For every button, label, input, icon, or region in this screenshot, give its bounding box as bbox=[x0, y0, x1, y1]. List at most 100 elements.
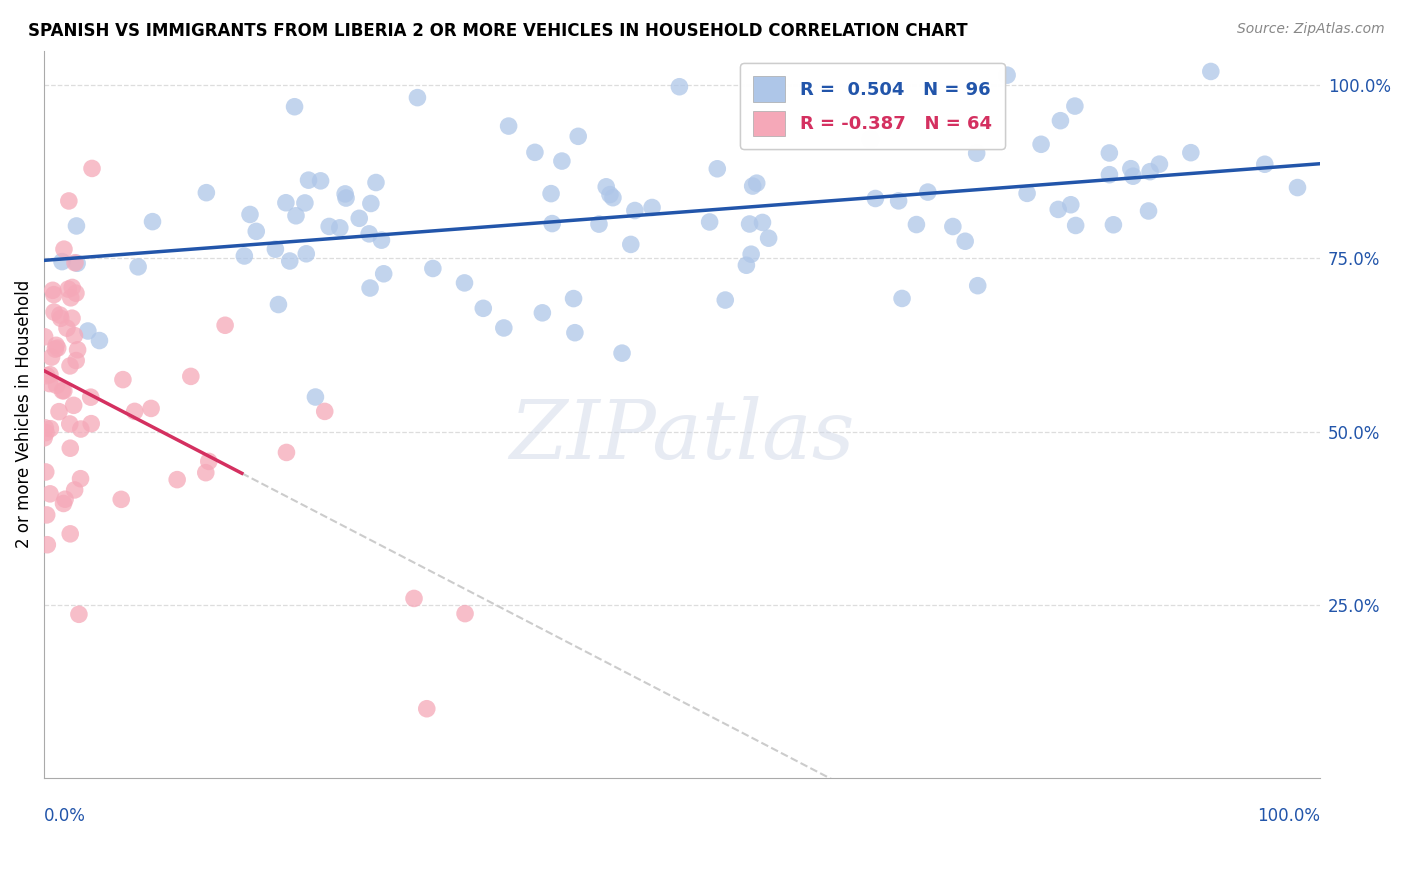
Point bbox=[859, 132, 882, 146]
Point bbox=[60, 280, 83, 294]
Point bbox=[294, 196, 316, 211]
Point bbox=[59, 417, 82, 431]
Point bbox=[492, 321, 515, 335]
Point bbox=[42, 287, 65, 301]
Point bbox=[39, 368, 62, 382]
Point bbox=[562, 292, 585, 306]
Point bbox=[318, 219, 340, 234]
Point bbox=[891, 292, 914, 306]
Point bbox=[1119, 161, 1142, 176]
Point bbox=[34, 421, 56, 435]
Point bbox=[359, 227, 381, 241]
Point bbox=[89, 334, 111, 348]
Point bbox=[602, 191, 624, 205]
Text: 0.0%: 0.0% bbox=[44, 807, 86, 825]
Point bbox=[335, 191, 357, 205]
Point bbox=[309, 174, 332, 188]
Point bbox=[35, 508, 58, 522]
Point bbox=[1098, 145, 1121, 160]
Point bbox=[567, 129, 589, 144]
Point bbox=[1017, 186, 1039, 201]
Point bbox=[541, 217, 564, 231]
Point bbox=[610, 346, 633, 360]
Point bbox=[80, 390, 103, 404]
Point bbox=[1286, 180, 1309, 194]
Point bbox=[624, 203, 647, 218]
Point bbox=[751, 215, 773, 229]
Point bbox=[214, 318, 236, 333]
Point bbox=[63, 483, 86, 497]
Point bbox=[406, 90, 429, 104]
Point bbox=[60, 311, 83, 326]
Point bbox=[52, 384, 75, 398]
Point bbox=[67, 607, 90, 622]
Point bbox=[35, 465, 58, 479]
Point bbox=[195, 186, 218, 200]
Point bbox=[1102, 218, 1125, 232]
Point bbox=[35, 425, 58, 440]
Point bbox=[995, 68, 1018, 82]
Point bbox=[314, 404, 336, 418]
Point bbox=[641, 201, 664, 215]
Point bbox=[124, 404, 146, 418]
Point bbox=[1047, 202, 1070, 217]
Point bbox=[45, 378, 67, 392]
Point bbox=[58, 282, 80, 296]
Point bbox=[77, 324, 100, 338]
Point bbox=[65, 286, 87, 301]
Point bbox=[49, 308, 72, 322]
Point bbox=[588, 217, 610, 231]
Point bbox=[63, 328, 86, 343]
Point bbox=[359, 281, 381, 295]
Text: Source: ZipAtlas.com: Source: ZipAtlas.com bbox=[1237, 22, 1385, 37]
Point bbox=[59, 441, 82, 455]
Point bbox=[53, 492, 76, 507]
Point bbox=[620, 237, 643, 252]
Point bbox=[714, 293, 737, 307]
Point bbox=[35, 368, 58, 383]
Point bbox=[45, 338, 67, 352]
Point bbox=[738, 217, 761, 231]
Point bbox=[51, 254, 73, 268]
Point bbox=[59, 359, 82, 373]
Point bbox=[887, 194, 910, 208]
Point bbox=[966, 146, 988, 161]
Point bbox=[523, 145, 546, 160]
Point bbox=[360, 196, 382, 211]
Point bbox=[180, 369, 202, 384]
Point bbox=[267, 297, 290, 311]
Point bbox=[285, 209, 308, 223]
Point bbox=[402, 591, 425, 606]
Point bbox=[370, 233, 392, 247]
Point bbox=[32, 431, 55, 445]
Point bbox=[63, 256, 86, 270]
Point bbox=[39, 422, 62, 436]
Point bbox=[758, 231, 780, 245]
Point bbox=[80, 161, 103, 176]
Point bbox=[295, 247, 318, 261]
Point bbox=[540, 186, 562, 201]
Point bbox=[56, 321, 79, 335]
Point bbox=[498, 119, 520, 133]
Point bbox=[110, 492, 132, 507]
Point bbox=[37, 538, 59, 552]
Point bbox=[141, 214, 163, 228]
Point bbox=[454, 607, 477, 621]
Point bbox=[39, 487, 62, 501]
Point bbox=[52, 496, 75, 510]
Point bbox=[333, 186, 356, 201]
Point bbox=[49, 311, 72, 326]
Text: ZIPatlas: ZIPatlas bbox=[509, 396, 855, 476]
Point bbox=[735, 258, 758, 272]
Point bbox=[1064, 219, 1087, 233]
Point bbox=[668, 79, 690, 94]
Point bbox=[551, 154, 574, 169]
Point bbox=[706, 161, 728, 176]
Point bbox=[472, 301, 495, 316]
Point bbox=[740, 247, 762, 261]
Point bbox=[111, 373, 134, 387]
Point bbox=[1060, 198, 1083, 212]
Point bbox=[564, 326, 586, 340]
Point bbox=[62, 398, 84, 412]
Point bbox=[531, 306, 554, 320]
